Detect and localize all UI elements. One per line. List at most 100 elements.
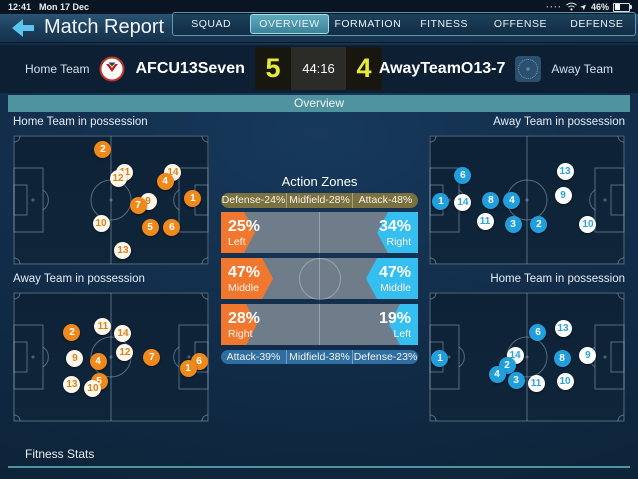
player-dot-12[interactable]: 12 — [109, 170, 127, 188]
home-zone-arrow — [221, 258, 273, 299]
away-zone-arrow — [366, 258, 418, 299]
zone-row-2: 28% Right 19% Left — [221, 304, 418, 345]
panel-away-possession-bottom: Away Team in possession 11 2 14 12 9 7 4 6 1 5 13 1… — [13, 273, 209, 422]
section-header-overview: Overview — [8, 95, 630, 112]
player-dot-9[interactable]: 9 — [579, 347, 597, 365]
player-dot-12[interactable]: 12 — [116, 343, 134, 361]
center-circle-icon — [298, 257, 341, 300]
away-zone-pct: 47% — [378, 263, 411, 281]
player-dot-6[interactable]: 6 — [529, 324, 547, 342]
panel-home-possession-bottom: Home Team in possession 13 6 14 1 8 9 2 4 3 11 10 — [429, 273, 625, 422]
player-dot-11[interactable]: 11 — [476, 213, 494, 231]
player-dot-13[interactable]: 13 — [554, 319, 572, 337]
fitness-stats-header: Fitness Stats — [25, 447, 95, 461]
player-dot-2[interactable]: 2 — [94, 140, 112, 158]
tab-fitness[interactable]: FITNESS — [420, 18, 469, 30]
tab-defense[interactable]: DEFENSE — [570, 18, 624, 30]
back-button[interactable] — [10, 18, 36, 38]
signal-dots-icon: ···· — [546, 2, 563, 12]
home-zone-pct: 47% — [228, 263, 261, 281]
player-dot-1[interactable]: 1 — [184, 190, 202, 208]
panel-title: Home Team in possession — [13, 116, 148, 128]
clock: 12:41 — [8, 2, 32, 12]
player-dot-8[interactable]: 8 — [482, 191, 500, 209]
home-zone-value: 28% Right — [228, 309, 260, 339]
player-dot-5[interactable]: 5 — [141, 218, 159, 236]
wifi-icon — [566, 2, 577, 13]
away-score: 4 — [346, 47, 382, 90]
player-dot-7[interactable]: 7 — [143, 348, 161, 366]
player-dot-2[interactable]: 2 — [63, 323, 81, 341]
battery-percentage: 46% — [590, 2, 609, 12]
player-dot-6[interactable]: 6 — [454, 167, 472, 185]
home-zone-segment-2: Attack-48% — [352, 193, 418, 208]
player-dot-7[interactable]: 7 — [129, 197, 147, 215]
player-dot-10[interactable]: 10 — [556, 372, 574, 390]
tab-bar: SQUAD OVERVIEW FORMATION FITNESS OFFENSE DEFE… — [172, 12, 636, 36]
away-zone-name: Left — [393, 327, 411, 340]
action-zones-title: Action Zones — [281, 174, 358, 189]
player-dot-4[interactable]: 4 — [89, 352, 107, 370]
player-dot-4[interactable]: 4 — [503, 191, 521, 209]
pitch-away-possession: 13 6 9 1 14 8 4 11 3 2 10 — [429, 135, 625, 265]
away-team-logo-icon — [515, 56, 542, 82]
home-score: 5 — [255, 47, 291, 90]
home-team-name: AFCU13Seven — [135, 60, 245, 77]
player-dot-1[interactable]: 1 — [432, 192, 450, 210]
away-zone-value: 34% Right — [379, 217, 411, 247]
player-dot-10[interactable]: 10 — [84, 380, 102, 398]
panel-away-possession-top: Away Team in possession 13 6 9 1 14 8 4 11 3 2 10 — [429, 116, 625, 265]
player-dot-14[interactable]: 14 — [454, 194, 472, 212]
away-zone-value: 47% Middle — [379, 263, 411, 293]
player-dot-13[interactable]: 13 — [114, 242, 132, 260]
player-dot-6[interactable]: 6 — [163, 218, 181, 236]
home-zone-segment-0: Defense-24% — [221, 194, 286, 206]
away-zone-pct: 19% — [378, 309, 411, 327]
player-dot-10[interactable]: 10 — [579, 215, 597, 233]
player-dot-4[interactable]: 4 — [156, 172, 174, 190]
zone-row-0: 25% Left 34% Right — [221, 212, 418, 253]
player-dot-13[interactable]: 13 — [556, 162, 574, 180]
player-dot-2[interactable]: 2 — [530, 215, 548, 233]
away-team-name: AwayTeamO13-7 — [378, 60, 506, 77]
player-dot-8[interactable]: 8 — [553, 349, 571, 367]
zone-rows: 25% Left 34% Right 47% Middle 47% Middle 28% Righ… — [221, 212, 418, 345]
player-dot-3[interactable]: 3 — [504, 215, 522, 233]
player-dot-1[interactable]: 1 — [179, 359, 197, 377]
pitch-away-possession-2: 11 2 14 12 9 7 4 6 1 5 13 10 — [13, 292, 209, 422]
player-dot-9[interactable]: 9 — [554, 187, 572, 205]
home-zone-pct: 28% — [228, 309, 261, 327]
away-zone-segment-1: Midfield-38% — [286, 350, 352, 364]
tab-offense[interactable]: OFFENSE — [493, 18, 548, 30]
player-dot-9[interactable]: 9 — [66, 349, 84, 367]
back-arrow-icon — [12, 19, 34, 37]
battery-icon — [613, 2, 632, 12]
away-zone-value: 19% Left — [379, 309, 411, 339]
match-clock: 44:16 — [291, 47, 346, 90]
home-zone-name: Left — [228, 235, 246, 248]
panel-title: Home Team in possession — [490, 273, 625, 285]
player-dot-4[interactable]: 4 — [488, 365, 506, 383]
player-dot-11[interactable]: 11 — [94, 317, 112, 335]
home-zone-segment-1: Midfield-28% — [286, 193, 352, 208]
home-zone-value: 47% Middle — [228, 263, 260, 293]
action-zones: Action Zones Defense-24% Midfield-28% Atta… — [221, 174, 418, 368]
home-zone-pct: 25% — [228, 217, 261, 235]
tab-formation[interactable]: FORMATION — [334, 18, 402, 30]
player-dot-14[interactable]: 14 — [114, 325, 132, 343]
player-dot-1[interactable]: 1 — [431, 349, 449, 367]
player-dot-13[interactable]: 13 — [63, 376, 81, 394]
away-zone-name: Right — [386, 235, 411, 248]
away-zone-summary-pill: Attack-39% Midfield-38% Defense-23% — [221, 350, 418, 364]
section-divider — [8, 466, 630, 468]
player-dot-3[interactable]: 3 — [507, 371, 525, 389]
player-dot-11[interactable]: 11 — [527, 374, 545, 392]
tab-overview[interactable]: OVERVIEW — [250, 14, 329, 34]
tab-squad[interactable]: SQUAD — [191, 18, 232, 30]
away-zone-pct: 34% — [378, 217, 411, 235]
player-dot-10[interactable]: 10 — [92, 214, 110, 232]
home-zone-summary-pill: Defense-24% Midfield-28% Attack-48% — [221, 193, 418, 208]
home-team-logo-icon — [99, 56, 125, 82]
home-zone-name: Right — [228, 327, 253, 340]
